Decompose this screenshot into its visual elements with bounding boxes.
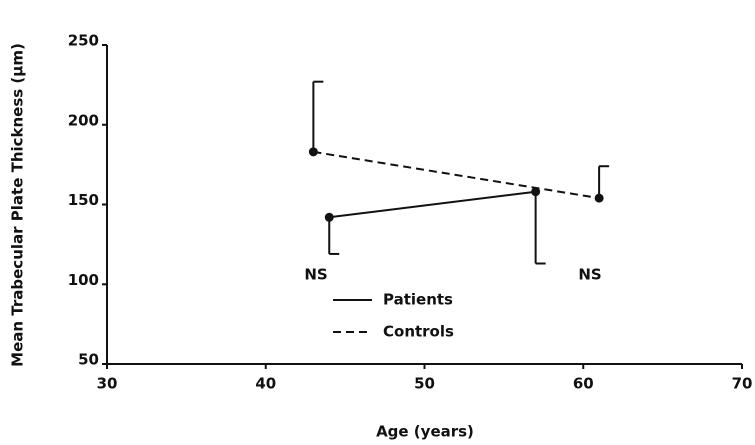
x-tick-label: 40 <box>255 375 276 393</box>
annotation: NS <box>304 266 327 284</box>
point <box>324 212 334 222</box>
x-tick-label: 70 <box>732 375 753 393</box>
point <box>594 193 604 203</box>
point <box>308 147 318 157</box>
x-tick-label: 30 <box>97 375 118 393</box>
x-tick-label: 50 <box>414 375 435 393</box>
series-line <box>313 150 600 200</box>
point <box>531 187 541 197</box>
y-tick-label: 250 <box>68 32 99 50</box>
y-tick-label: 50 <box>78 351 99 369</box>
x-axis-label: Age (years) <box>376 423 474 441</box>
annotation: NS <box>578 266 601 284</box>
y-tick-label: 200 <box>68 111 99 129</box>
y-tick-label: 150 <box>68 191 99 209</box>
y-axis-label: Mean Trabecular Plate Thickness (µm) <box>9 43 27 367</box>
legend-label: Patients <box>383 291 453 309</box>
x-tick-label: 60 <box>573 375 594 393</box>
legend-label: Controls <box>383 323 454 341</box>
series-line <box>329 190 536 219</box>
y-tick-label: 100 <box>68 271 99 289</box>
